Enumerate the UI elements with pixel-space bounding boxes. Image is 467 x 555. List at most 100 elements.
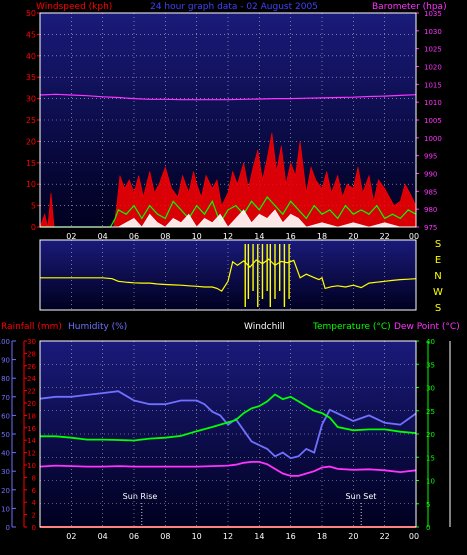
sunset-label: Sun Set	[346, 492, 377, 501]
humidity-y-tick-label: 60	[1, 412, 10, 420]
x-tick-label: 14	[254, 532, 264, 541]
rainfall-y-tick-label: 16	[27, 425, 36, 433]
rainfall-y-tick-label: 30	[27, 338, 36, 346]
temp-y-tick-label: 10	[426, 478, 435, 486]
x-tick-label: 00	[409, 532, 419, 541]
baro-y-tick-label: 975	[424, 224, 437, 232]
dew-point-line	[39, 460, 417, 477]
sunrise-label: Sun Rise	[123, 492, 158, 501]
temperature-label: Temperature (°C)	[312, 322, 391, 332]
temp-y-tick-label: 0	[426, 524, 430, 532]
temp-plot-border	[39, 340, 417, 528]
x-tick-label: 16	[286, 532, 296, 541]
dir-letter-s-bottom: S	[435, 303, 441, 314]
x-tick-label: 12	[223, 232, 233, 241]
baro-y-tick-label: 1025	[424, 46, 442, 54]
humidity-y-tick-label: 80	[1, 375, 10, 383]
humidity-line	[39, 390, 417, 460]
baro-y-tick-label: 980	[424, 206, 437, 214]
rainfall-y-tick-label: 4	[32, 499, 37, 507]
x-tick-label: 12	[223, 532, 233, 541]
x-tick-label: 08	[160, 232, 170, 241]
windspeed-title: Windspeed (kph)	[36, 2, 112, 12]
wind-average-line	[40, 196, 417, 228]
x-tick-label: 04	[98, 232, 108, 241]
temp-y-tick-label: 40	[426, 338, 435, 346]
temp-y-tick-label: 15	[426, 454, 435, 462]
humidity-y-tick-label: 20	[1, 487, 10, 495]
rainfall-y-tick-label: 6	[32, 487, 37, 495]
rainfall-y-tick-label: 10	[27, 462, 36, 470]
x-tick-label: 06	[129, 232, 139, 241]
x-tick-label: 22	[380, 232, 390, 241]
wind-y-tick-label: 0	[31, 223, 36, 232]
wind-y-tick-label: 35	[26, 73, 36, 82]
graph-date-title: 24 hour graph data - 02 August 2005	[150, 2, 318, 12]
rainfall-y-tick-label: 22	[27, 388, 36, 396]
x-tick-label: 02	[66, 532, 76, 541]
rainfall-y-tick-label: 14	[27, 437, 36, 445]
wind-plot-border	[39, 12, 417, 228]
x-tick-label: 22	[380, 532, 390, 541]
x-tick-label: 14	[254, 232, 264, 241]
dir-letter-e: E	[435, 255, 441, 266]
x-tick-label: 00	[409, 232, 419, 241]
baro-y-tick-label: 1000	[424, 135, 442, 143]
baro-y-tick-label: 985	[424, 188, 437, 196]
humidity-y-tick-label: 40	[1, 450, 10, 458]
rainfall-label: Rainfall (mm)	[1, 322, 62, 332]
humidity-y-tick-label: 90	[1, 357, 10, 365]
baro-y-tick-label: 1035	[424, 10, 442, 18]
wind-direction-line	[40, 258, 417, 292]
x-tick-label: 18	[317, 532, 327, 541]
x-tick-label: 16	[286, 232, 296, 241]
direction-plot-area	[40, 240, 416, 310]
wind-y-tick-label: 10	[26, 180, 36, 189]
temp-y-tick-label: 30	[426, 385, 435, 393]
baro-y-tick-label: 1005	[424, 117, 442, 125]
barometer-title: Barometer (hpa)	[372, 2, 447, 12]
wind-y-tick-label: 25	[26, 116, 36, 125]
wind-y-tick-label: 30	[26, 95, 36, 104]
temp-y-tick-label: 35	[426, 361, 435, 369]
baro-y-tick-label: 990	[424, 171, 437, 179]
wind-y-tick-label: 20	[26, 137, 36, 146]
rainfall-y-tick-label: 0	[32, 524, 36, 532]
rainfall-y-tick-label: 24	[27, 375, 36, 383]
barometer-line	[39, 93, 417, 101]
humidity-y-tick-label: 100	[0, 338, 10, 346]
wind-y-tick-label: 5	[31, 202, 36, 211]
series	[39, 93, 417, 528]
x-tick-label: 20	[348, 232, 358, 241]
rainfall-y-tick-label: 12	[27, 450, 36, 458]
baro-y-tick-label: 1015	[424, 81, 442, 89]
wind-y-tick-label: 15	[26, 159, 36, 168]
dir-letter-n: N	[434, 271, 441, 282]
wind-y-tick-label: 45	[26, 30, 36, 39]
humidity-y-tick-label: 50	[1, 431, 10, 439]
baro-y-tick-label: 1010	[424, 99, 442, 107]
direction-plot-border	[39, 239, 417, 311]
x-tick-label: 10	[192, 232, 202, 241]
x-tick-label: 02	[66, 232, 76, 241]
x-tick-label: 04	[98, 532, 108, 541]
dir-letter-s-top: S	[435, 239, 441, 250]
temp-y-tick-label: 25	[426, 408, 435, 416]
humidity-y-tick-label: 30	[1, 468, 10, 476]
wind-y-tick-label: 40	[26, 52, 36, 61]
wind-low-series	[40, 209, 416, 228]
baro-y-tick-label: 995	[424, 153, 437, 161]
windchill-label: Windchill	[244, 322, 285, 332]
rainfall-y-tick-label: 28	[27, 350, 36, 358]
rainfall-y-tick-label: 2	[32, 512, 36, 520]
dewpoint-label: Dew Point (°C)	[394, 322, 460, 332]
rainfall-y-tick-label: 18	[27, 412, 36, 420]
baro-y-tick-label: 1030	[424, 28, 442, 36]
x-tick-label: 18	[317, 232, 327, 241]
x-tick-label: 06	[129, 532, 139, 541]
rainfall-y-tick-label: 20	[27, 400, 36, 408]
dir-letter-w: W	[433, 287, 443, 298]
rainfall-y-tick-label: 26	[27, 363, 36, 371]
axes: 0202040406060808101012121414161618182020…	[0, 9, 451, 541]
